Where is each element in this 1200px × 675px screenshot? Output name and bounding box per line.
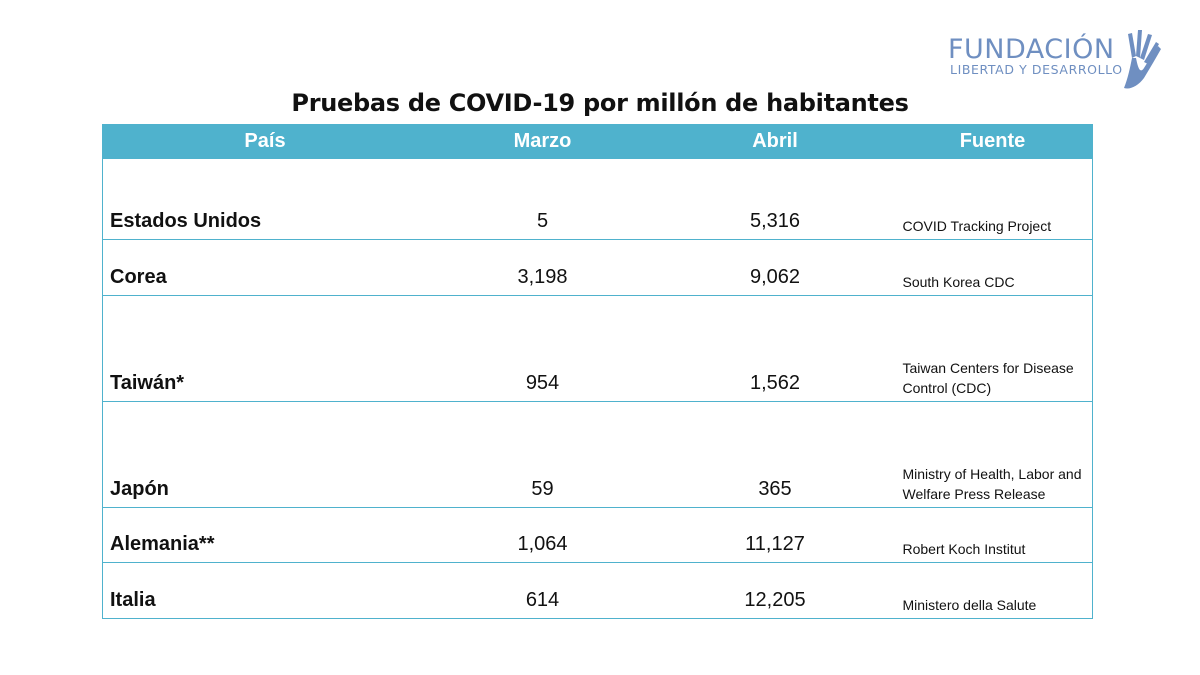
cell-abril: 1,562: [657, 295, 893, 402]
header-marzo: Marzo: [427, 124, 658, 159]
table-row: Taiwán* 954 1,562 Taiwan Centers for Dis…: [102, 295, 1093, 402]
cell-marzo: 59: [427, 401, 658, 508]
cell-pais: Alemania**: [102, 507, 428, 563]
cell-fuente: Taiwan Centers for Disease Control (CDC): [892, 295, 1093, 402]
cell-marzo: 954: [427, 295, 658, 402]
cell-pais: Japón: [102, 401, 428, 508]
logo-sub-text: LIBERTAD Y DESARROLLO: [950, 62, 1123, 77]
table-row: Estados Unidos 5 5,316 COVID Tracking Pr…: [102, 158, 1093, 240]
chart-title: Pruebas de COVID-19 por millón de habita…: [291, 89, 909, 117]
cell-pais: Taiwán*: [102, 295, 428, 402]
cell-abril: 12,205: [657, 562, 893, 619]
table-row: Alemania** 1,064 11,127 Robert Koch Inst…: [102, 507, 1093, 563]
table-row: Japón 59 365 Ministry of Health, Labor a…: [102, 401, 1093, 508]
logo-main-text: FUNDACIÓN: [948, 34, 1115, 65]
header-pais: País: [102, 124, 428, 159]
cell-abril: 5,316: [657, 158, 893, 240]
cell-pais: Italia: [102, 562, 428, 619]
cell-abril: 11,127: [657, 507, 893, 563]
cell-pais: Estados Unidos: [102, 158, 428, 240]
cell-marzo: 614: [427, 562, 658, 619]
cell-marzo: 3,198: [427, 239, 658, 296]
cell-fuente: Ministero della Salute: [892, 562, 1093, 619]
cell-fuente: Ministry of Health, Labor and Welfare Pr…: [892, 401, 1093, 508]
cell-pais: Corea: [102, 239, 428, 296]
cell-marzo: 1,064: [427, 507, 658, 563]
table-header-row: País Marzo Abril Fuente: [102, 124, 1093, 159]
cell-abril: 365: [657, 401, 893, 508]
cell-marzo: 5: [427, 158, 658, 240]
header-fuente: Fuente: [892, 124, 1093, 159]
header-abril: Abril: [657, 124, 893, 159]
cell-fuente: COVID Tracking Project: [892, 158, 1093, 240]
table-row: Corea 3,198 9,062 South Korea CDC: [102, 239, 1093, 296]
covid-tests-table: País Marzo Abril Fuente Estados Unidos 5…: [102, 124, 1093, 619]
fundacion-logo: FUNDACIÓN LIBERTAD Y DESARROLLO: [948, 28, 1168, 98]
table-row: Italia 614 12,205 Ministero della Salute: [102, 562, 1093, 619]
cell-fuente: Robert Koch Institut: [892, 507, 1093, 563]
hand-logo-icon: [1124, 30, 1161, 89]
cell-fuente: South Korea CDC: [892, 239, 1093, 296]
cell-abril: 9,062: [657, 239, 893, 296]
